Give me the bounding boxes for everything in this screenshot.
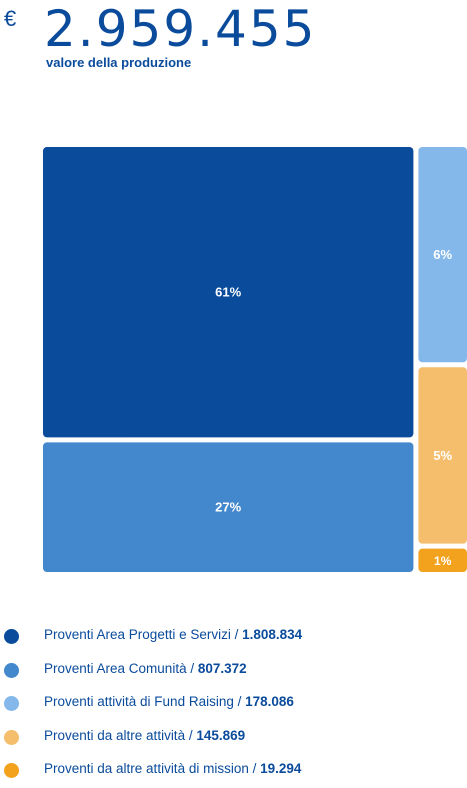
treemap-cell: [418, 367, 467, 544]
treemap-cell-label: 1%: [434, 554, 452, 568]
legend-item: Proventi Area Progetti e Servizi / 1.808…: [0, 620, 467, 654]
treemap-cell-label: 6%: [433, 247, 452, 262]
legend-swatch: [4, 729, 19, 745]
legend-swatch: [4, 763, 19, 778]
total-value: 2.959.455: [44, 0, 317, 58]
legend-label: Proventi da altre attività / 145.869: [44, 727, 246, 743]
legend-swatch: [4, 662, 19, 678]
legend-item: Proventi da altre attività / 145.869: [0, 721, 467, 755]
legend-label: Proventi attività di Fund Raising / 178.…: [44, 694, 294, 709]
legend-swatch: [4, 696, 19, 711]
treemap-cell-label: 61%: [215, 285, 241, 300]
chart-legend: Proventi Area Progetti e Servizi / 1.808…: [0, 620, 467, 788]
legend-item: Proventi Area Comunità / 807.372: [0, 654, 467, 688]
legend-item: Proventi da altre attività di mission / …: [0, 754, 467, 788]
treemap-cell-label: 27%: [215, 500, 241, 515]
treemap-cell: [43, 147, 414, 438]
treemap-chart: 61% 27% 6% 5% 1%: [43, 147, 467, 572]
total-subtitle: valore della produzione: [46, 55, 192, 70]
treemap-cell-label: 5%: [433, 448, 452, 463]
legend-label: Proventi da altre attività di mission / …: [44, 761, 302, 776]
legend-label: Proventi Area Progetti e Servizi / 1.808…: [44, 627, 303, 642]
legend-item: Proventi attività di Fund Raising / 178.…: [0, 687, 467, 721]
treemap-cell: [418, 548, 467, 572]
currency-symbol: €: [4, 6, 17, 31]
legend-label: Proventi Area Comunità / 807.372: [44, 660, 247, 676]
treemap-cell: [418, 147, 467, 363]
treemap-cell: [43, 442, 414, 572]
legend-swatch: [4, 629, 19, 644]
